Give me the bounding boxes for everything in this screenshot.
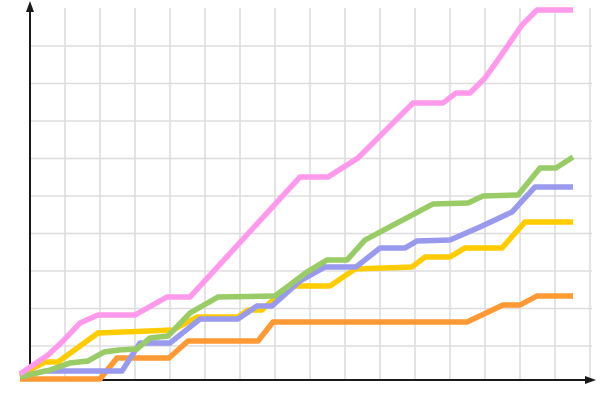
series-pink-line <box>18 7 573 377</box>
series-orange-line <box>20 293 573 382</box>
y-axis-arrow-icon <box>26 1 34 12</box>
series-green-line <box>19 154 575 380</box>
x-axis-arrow-icon <box>585 376 596 384</box>
